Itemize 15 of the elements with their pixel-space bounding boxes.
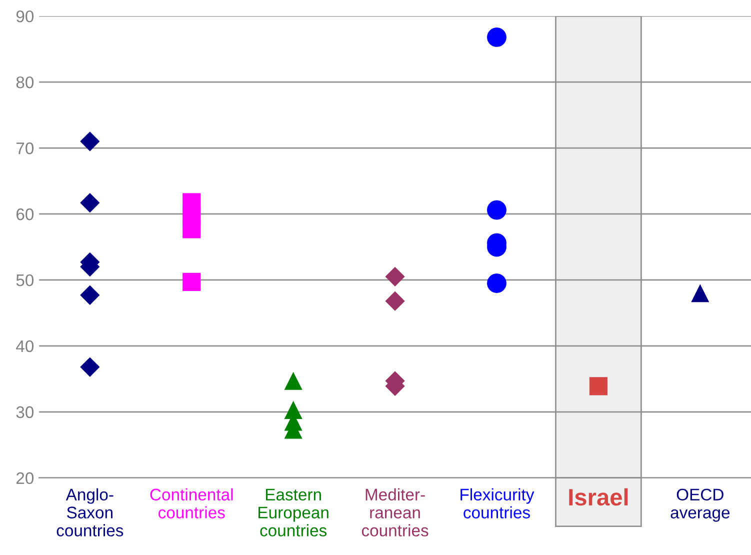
x-tick-label: Flexicurity countries [460, 488, 534, 518]
y-tick-label: 40 [16, 340, 34, 352]
x-tick-label: Anglo- Saxon countries [56, 488, 124, 536]
x-tick-label: Mediter- ranean countries [362, 488, 428, 536]
y-tick-label: 90 [16, 10, 34, 22]
y-tick-label: 70 [16, 142, 34, 154]
y-tick-label: 80 [16, 76, 34, 88]
x-tick-label: Continental countries [150, 488, 233, 518]
y-tick-label: 20 [16, 472, 34, 484]
x-tick-label: OECD average [670, 488, 730, 522]
x-tick-label: Eastern European countries [258, 488, 328, 536]
y-tick-label: 50 [16, 274, 34, 286]
y-tick-label: 60 [16, 208, 34, 220]
y-tick-label: 30 [16, 406, 34, 418]
x-tick-label: Israel [569, 488, 628, 506]
